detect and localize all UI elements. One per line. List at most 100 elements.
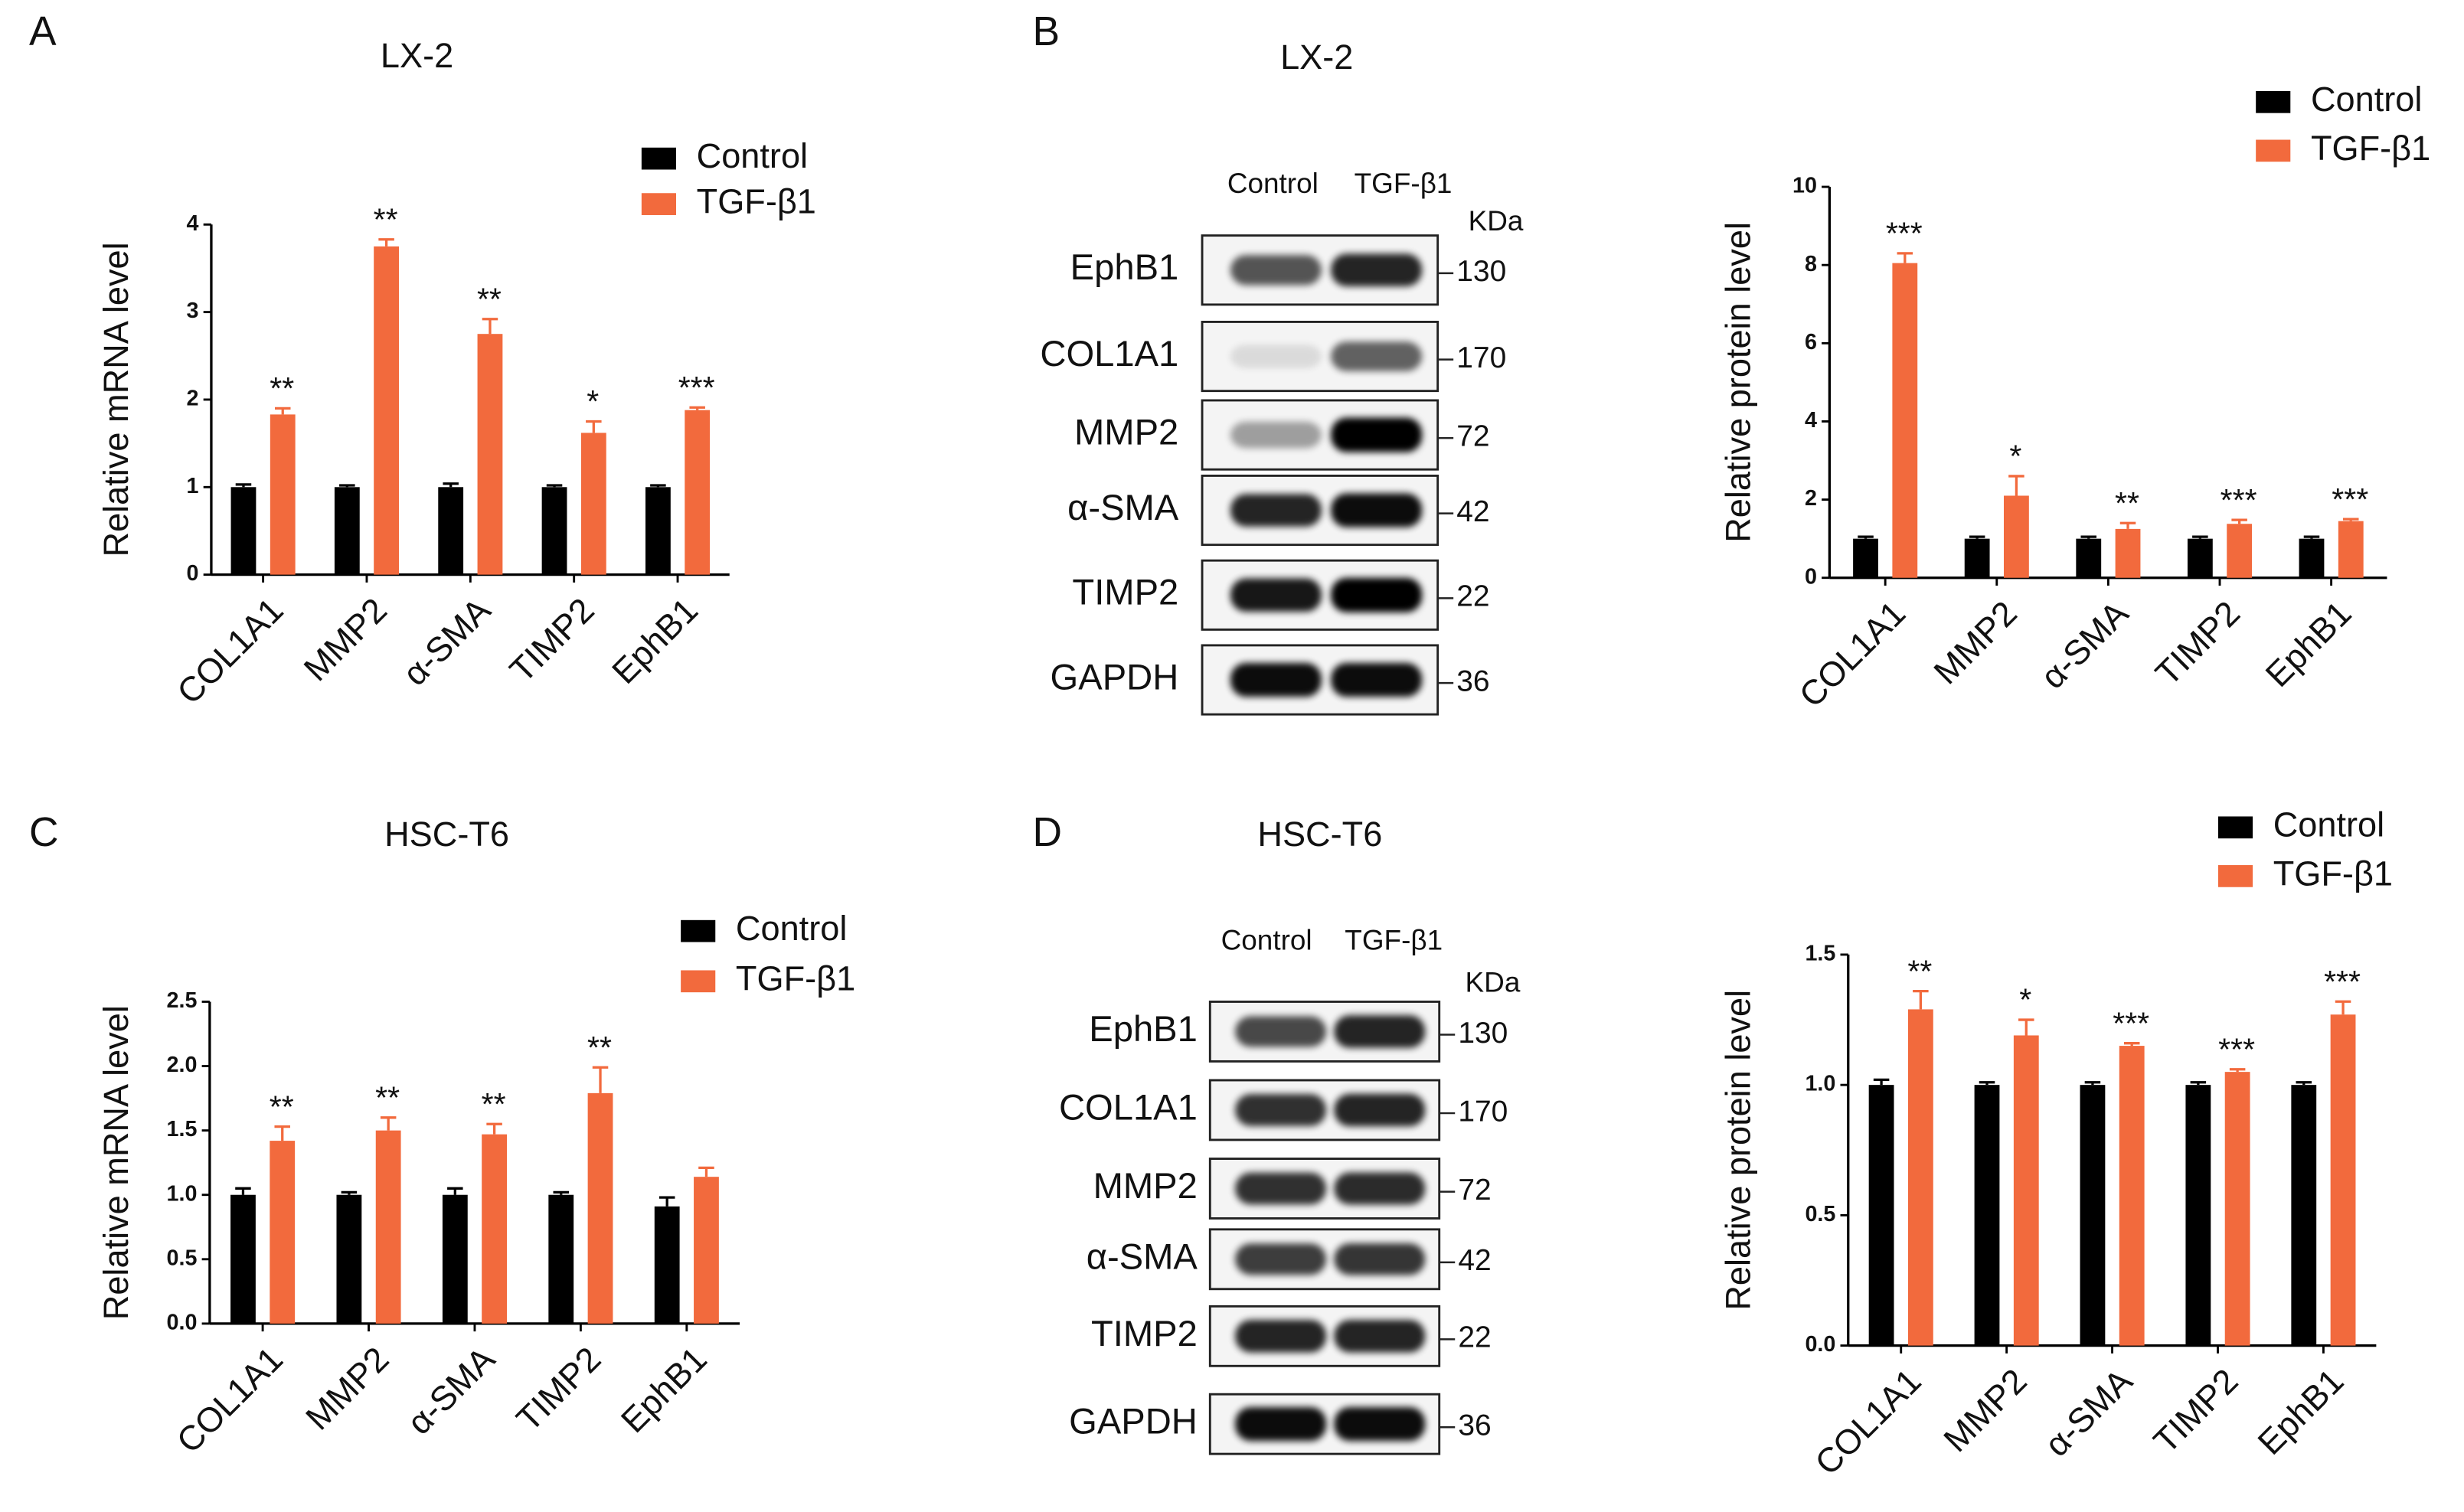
x-tick-label: TIMP2 bbox=[2148, 593, 2247, 693]
band bbox=[1230, 345, 1322, 368]
significance: ** bbox=[477, 281, 502, 316]
x-tick-label: α-SMA bbox=[395, 590, 498, 693]
bar bbox=[2119, 1046, 2145, 1346]
bar bbox=[654, 1206, 680, 1324]
error-bar bbox=[586, 420, 602, 433]
error-bar bbox=[698, 1166, 714, 1177]
bar bbox=[694, 1177, 719, 1324]
bar bbox=[2338, 521, 2364, 578]
band bbox=[1230, 662, 1322, 697]
bar bbox=[2004, 495, 2029, 578]
protein-label: TIMP2 bbox=[1091, 1313, 1198, 1354]
error-bar bbox=[339, 484, 355, 488]
band bbox=[1230, 578, 1322, 612]
chart-title: HSC-T6 bbox=[384, 815, 509, 854]
significance: *** bbox=[2218, 1031, 2255, 1066]
legend-swatch bbox=[2217, 865, 2253, 887]
significance: * bbox=[2019, 982, 2031, 1017]
y-axis-label: Relative protein level bbox=[1718, 222, 1757, 543]
significance: *** bbox=[678, 370, 715, 405]
error-bar bbox=[2231, 518, 2247, 524]
significance: * bbox=[587, 384, 599, 419]
kda-label: 42 bbox=[1458, 1244, 1491, 1277]
x-tick-label: TIMP2 bbox=[508, 1339, 608, 1439]
lane-label: Control bbox=[1227, 168, 1319, 199]
blot-title: HSC-T6 bbox=[1257, 815, 1382, 854]
significance: *** bbox=[2221, 482, 2257, 518]
band bbox=[1230, 421, 1322, 449]
band bbox=[1230, 494, 1322, 527]
band bbox=[1334, 1172, 1426, 1205]
significance: ** bbox=[270, 371, 294, 406]
bar bbox=[587, 1092, 613, 1324]
bar bbox=[541, 487, 567, 575]
protein-label: TIMP2 bbox=[1072, 572, 1178, 612]
blot-title: LX-2 bbox=[1280, 38, 1353, 77]
significance: ** bbox=[270, 1089, 294, 1124]
bar bbox=[2291, 1085, 2317, 1346]
error-bar bbox=[341, 1190, 358, 1195]
bar bbox=[375, 1130, 401, 1324]
lane-label: TGF-β1 bbox=[1355, 168, 1453, 199]
error-bar bbox=[1913, 989, 1929, 1010]
band bbox=[1235, 1094, 1327, 1126]
protein-label: EphB1 bbox=[1070, 247, 1179, 287]
y-tick-label: 0.0 bbox=[1805, 1332, 1835, 1357]
y-axis-label: Relative mRNA level bbox=[96, 242, 136, 557]
legend-swatch bbox=[2256, 139, 2291, 162]
x-tick-label: EphB1 bbox=[2250, 1361, 2351, 1462]
x-tick-label: COL1A1 bbox=[169, 590, 290, 711]
protein-label: GAPDH bbox=[1069, 1401, 1198, 1442]
error-bar bbox=[2335, 1000, 2351, 1015]
protein-label: α-SMA bbox=[1087, 1236, 1198, 1276]
significance: ** bbox=[587, 1030, 612, 1065]
kda-label: 170 bbox=[1458, 1095, 1508, 1128]
band bbox=[1334, 1407, 1426, 1442]
x-tick-label: TIMP2 bbox=[2146, 1361, 2246, 1461]
x-tick-label: MMP2 bbox=[1936, 1361, 2034, 1459]
panel-letter: C bbox=[29, 810, 59, 855]
kda-label: 42 bbox=[1456, 495, 1489, 528]
error-bar bbox=[2084, 1081, 2101, 1086]
error-bar bbox=[2008, 475, 2024, 496]
y-tick-label: 0.5 bbox=[167, 1246, 198, 1270]
y-tick-label: 4 bbox=[187, 211, 199, 236]
y-tick-label: 8 bbox=[1805, 252, 1817, 276]
legend-swatch bbox=[681, 970, 716, 993]
band bbox=[1331, 253, 1423, 287]
y-tick-label: 2 bbox=[187, 387, 199, 411]
x-tick-label: α-SMA bbox=[400, 1339, 502, 1442]
band bbox=[1331, 417, 1423, 452]
bar bbox=[685, 410, 711, 575]
legend-swatch bbox=[641, 193, 676, 215]
protein-label: COL1A1 bbox=[1040, 333, 1178, 374]
error-bar bbox=[592, 1066, 609, 1093]
legend-label: TGF-β1 bbox=[2311, 129, 2430, 168]
y-tick-label: 3 bbox=[187, 299, 199, 323]
kda-label: 72 bbox=[1456, 420, 1489, 452]
x-tick-label: α-SMA bbox=[2037, 1361, 2139, 1464]
error-bar bbox=[2119, 521, 2136, 529]
x-tick-label: EphB1 bbox=[2258, 593, 2359, 694]
bar bbox=[442, 1194, 468, 1324]
error-bar bbox=[486, 1122, 502, 1135]
unit-label: KDa bbox=[1469, 205, 1524, 237]
kda-label: 130 bbox=[1456, 255, 1506, 288]
error-bar bbox=[2229, 1068, 2246, 1073]
bar bbox=[230, 487, 257, 575]
band bbox=[1230, 255, 1322, 286]
band bbox=[1334, 1243, 1426, 1275]
significance: ** bbox=[375, 1080, 400, 1115]
y-tick-label: 6 bbox=[1805, 330, 1817, 354]
x-tick-label: COL1A1 bbox=[1807, 1361, 1928, 1482]
error-bar bbox=[274, 407, 291, 415]
error-bar bbox=[2190, 1081, 2207, 1086]
error-bar bbox=[447, 1187, 463, 1195]
x-tick-label: EphB1 bbox=[613, 1339, 714, 1440]
error-bar bbox=[235, 483, 252, 488]
band bbox=[1334, 1093, 1426, 1127]
kda-label: 72 bbox=[1458, 1174, 1491, 1207]
bar bbox=[2185, 1085, 2211, 1346]
legend-label: TGF-β1 bbox=[697, 182, 816, 221]
error-bar bbox=[380, 1116, 397, 1131]
